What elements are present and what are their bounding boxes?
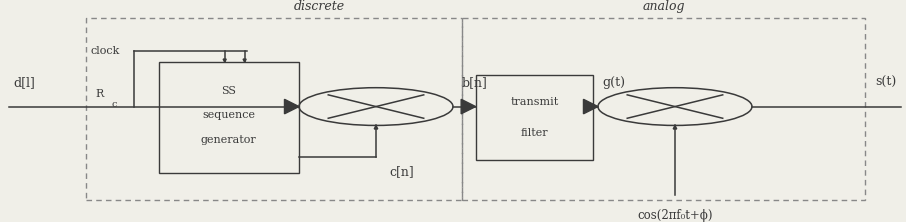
Polygon shape bbox=[223, 59, 226, 62]
Polygon shape bbox=[374, 125, 378, 129]
Text: sequence: sequence bbox=[202, 110, 255, 121]
Bar bbox=[159, 62, 299, 173]
Text: discrete: discrete bbox=[294, 0, 345, 13]
Text: c: c bbox=[111, 100, 117, 109]
Text: cos(2πf₀t+ϕ): cos(2πf₀t+ϕ) bbox=[637, 209, 713, 222]
Polygon shape bbox=[583, 99, 598, 114]
Text: s(t): s(t) bbox=[876, 76, 897, 89]
Text: g(t): g(t) bbox=[602, 76, 625, 89]
Text: clock: clock bbox=[91, 46, 120, 56]
Bar bbox=[476, 75, 593, 160]
Text: R: R bbox=[95, 89, 103, 99]
Bar bbox=[86, 18, 462, 200]
Text: filter: filter bbox=[521, 128, 548, 138]
Text: d[l]: d[l] bbox=[14, 76, 35, 89]
Text: analog: analog bbox=[642, 0, 685, 13]
Bar bbox=[462, 18, 865, 200]
Text: b[n]: b[n] bbox=[462, 76, 488, 89]
Text: SS: SS bbox=[221, 86, 236, 96]
Polygon shape bbox=[673, 125, 677, 129]
Text: transmit: transmit bbox=[510, 97, 559, 107]
Text: c[n]: c[n] bbox=[390, 165, 414, 178]
Polygon shape bbox=[284, 99, 299, 114]
Polygon shape bbox=[243, 59, 246, 62]
Polygon shape bbox=[461, 99, 476, 114]
Text: generator: generator bbox=[201, 135, 256, 145]
